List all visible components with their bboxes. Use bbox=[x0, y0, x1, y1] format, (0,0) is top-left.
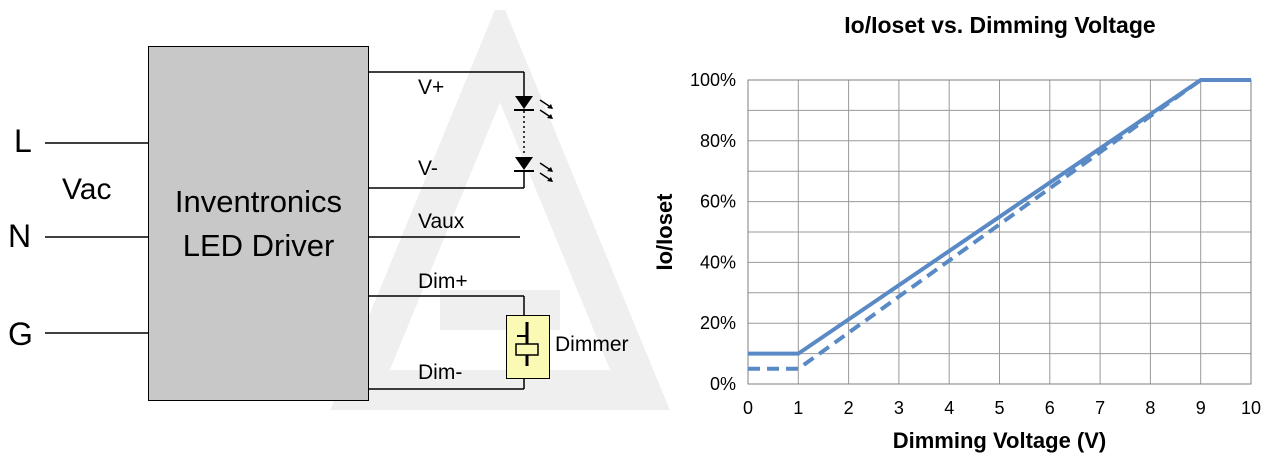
led-icon bbox=[514, 157, 553, 182]
x-tick-label: 1 bbox=[793, 398, 803, 418]
x-tick-label: 0 bbox=[743, 398, 753, 418]
series-dashed-line bbox=[748, 78, 1251, 371]
input-vac-label: Vac bbox=[62, 173, 112, 206]
x-axis-label: Dimming Voltage (V) bbox=[893, 428, 1107, 453]
driver-label-line1: Inventronics bbox=[174, 184, 343, 219]
vaux-label: Vaux bbox=[418, 210, 465, 233]
y-axis-label: Io/Ioset bbox=[652, 193, 677, 271]
wiring-diagram bbox=[45, 71, 553, 390]
y-tick-label: 80% bbox=[700, 131, 736, 151]
y-tick-label: 100% bbox=[690, 70, 736, 90]
x-tick-label: 2 bbox=[844, 398, 854, 418]
potentiometer-icon bbox=[515, 322, 539, 366]
x-tick-label: 8 bbox=[1145, 398, 1155, 418]
x-tick-label: 9 bbox=[1196, 398, 1206, 418]
x-tick-label: 10 bbox=[1241, 398, 1261, 418]
x-tick-label: 7 bbox=[1095, 398, 1105, 418]
plot-border bbox=[747, 79, 1252, 385]
chart-title: Io/Ioset vs. Dimming Voltage bbox=[844, 12, 1156, 38]
dimming-chart: 0 1 2 3 4 5 6 7 8 9 100%20%40%60%80%100% Dimming V… bbox=[652, 70, 1261, 453]
x-tick-label: 4 bbox=[944, 398, 954, 418]
x-tick-label: 5 bbox=[994, 398, 1004, 418]
led-driver-box bbox=[148, 46, 369, 401]
y-tick-label: 0% bbox=[710, 374, 736, 394]
vplus-label: V+ bbox=[418, 76, 445, 99]
y-tick-label: 20% bbox=[700, 313, 736, 333]
driver-label-line2: LED Driver bbox=[182, 228, 335, 263]
dimmer-box bbox=[506, 315, 550, 379]
input-N-label: N bbox=[8, 218, 32, 254]
dimmer-label: Dimmer bbox=[555, 334, 629, 355]
dimplus-label: Dim+ bbox=[418, 270, 468, 293]
led-icon bbox=[514, 96, 553, 119]
dimminus-label: Dim- bbox=[418, 361, 463, 384]
x-tick-label: 6 bbox=[1045, 398, 1055, 418]
x-tick-label: 3 bbox=[894, 398, 904, 418]
y-tick-label: 40% bbox=[700, 252, 736, 272]
vminus-label: V- bbox=[418, 157, 438, 180]
y-tick-label: 60% bbox=[700, 192, 736, 212]
input-G-label: G bbox=[8, 316, 33, 352]
input-L-label: L bbox=[14, 123, 32, 159]
